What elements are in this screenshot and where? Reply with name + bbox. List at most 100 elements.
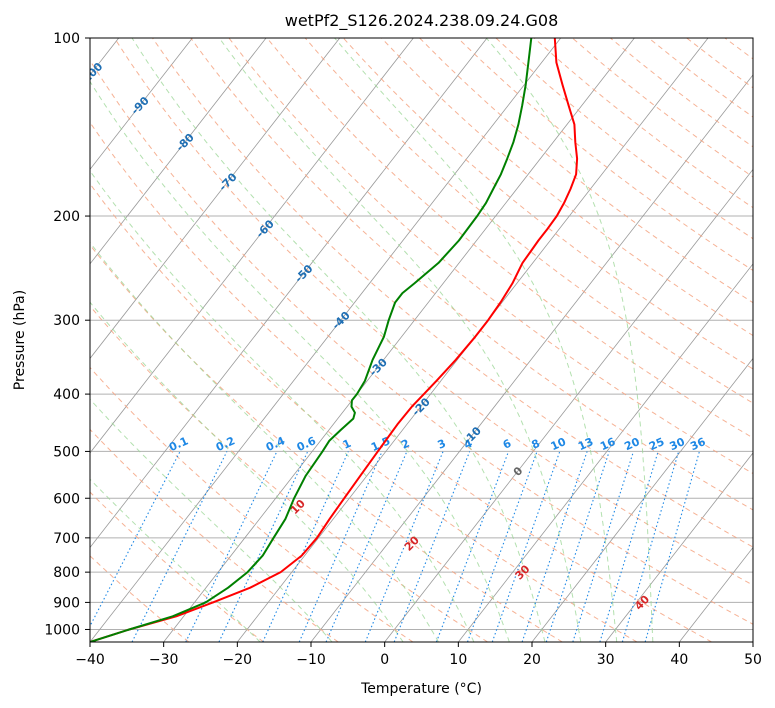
isotherm-line — [90, 38, 267, 265]
dry-adiabat-line — [113, 38, 753, 586]
dry-adiabat-line — [533, 38, 753, 209]
moist-adiabat-line — [218, 38, 582, 642]
isotherm-line — [90, 38, 193, 171]
x-tick-label: −40 — [75, 652, 105, 668]
dry-adiabat-line — [304, 38, 753, 404]
isotherm-label: -70 — [216, 170, 239, 193]
y-axis-label: Pressure (hPa) — [12, 290, 28, 390]
chart-title: wetPf2_S126.2024.238.09.24.G08 — [285, 11, 559, 31]
isotherm-line — [163, 38, 635, 642]
mixing-ratio-label: 36 — [688, 435, 708, 453]
isotherm-line — [605, 452, 753, 642]
mixing-ratio-label: 3 — [436, 437, 448, 452]
mixing-ratio-line — [491, 451, 561, 642]
dry-adiabat-line — [457, 38, 753, 272]
isotherm-label: -80 — [174, 131, 197, 154]
y-tick-label: 900 — [53, 595, 80, 611]
dry-adiabat-line — [495, 38, 753, 240]
isotherm-label: -40 — [330, 309, 353, 332]
dry-adiabat-line — [763, 38, 775, 642]
y-tick-label: 1000 — [44, 622, 80, 638]
x-tick-label: 40 — [670, 652, 688, 668]
dry-adiabat-line — [90, 244, 563, 642]
dry-adiabat-line — [90, 182, 638, 642]
y-tick-label: 600 — [53, 491, 80, 507]
mixing-ratio-line — [298, 451, 383, 642]
dry-adiabat-line — [152, 38, 753, 548]
mixing-ratio-line — [262, 451, 349, 642]
isotherm-line — [90, 38, 341, 360]
dry-adiabat-line — [90, 555, 190, 642]
mixing-ratio-line — [521, 451, 588, 642]
dry-adiabat-line — [228, 38, 753, 475]
dry-adiabat-line — [90, 428, 339, 642]
dry-adiabat-line — [90, 491, 264, 642]
isotherm-line — [90, 38, 488, 549]
dry-adiabat-label: 20 — [402, 533, 422, 553]
mixing-ratio-line — [218, 451, 309, 642]
mixing-ratio-label: 13 — [576, 435, 595, 453]
moist-adiabat-line — [334, 38, 618, 642]
mixing-ratio-label: 25 — [647, 435, 666, 453]
moist-adiabat-line — [485, 38, 654, 642]
mixing-ratio-label: 2 — [399, 437, 411, 452]
mixing-ratio-line — [185, 451, 278, 642]
x-tick-label: −10 — [296, 652, 326, 668]
y-tick-label: 800 — [53, 565, 80, 581]
dry-adiabat-line — [190, 38, 753, 511]
dry-adiabat-line — [686, 38, 753, 89]
axis-ticks: −40 −30 −20 −10 0 10 20 30 40 50 100 200 300 400 500 60… — [44, 31, 762, 668]
mixing-ratio-line — [644, 451, 700, 642]
plot-frame — [89, 37, 754, 643]
y-tick-label: 700 — [53, 531, 80, 547]
x-axis-label: Temperature (°C) — [360, 681, 482, 697]
profile-lines — [90, 38, 579, 642]
isotherm-label: -50 — [292, 262, 315, 285]
dry-adiabat-line — [90, 121, 712, 642]
mixing-ratio-label: 30 — [668, 435, 688, 453]
mixing-ratio-line — [599, 451, 659, 642]
moist-adiabat-line — [90, 170, 475, 642]
mixing-ratio-label: 16 — [598, 435, 618, 453]
isotherm-line — [458, 263, 753, 642]
moist-adiabat-line — [90, 241, 439, 642]
mixing-ratio-line — [545, 451, 610, 642]
dry-adiabat-line — [90, 366, 414, 642]
y-tick-label: 400 — [53, 387, 80, 403]
dry-adiabat-line — [90, 59, 753, 625]
x-tick-label: 20 — [523, 652, 541, 668]
line-labels: 0.1 0.2 0.4 0.6 1 1.5 2 3 4 6 8 10 13 16 20 25 30 36-100-… — [90, 60, 708, 613]
y-tick-label: 100 — [53, 31, 80, 47]
mixing-ratio-line — [435, 451, 510, 642]
moist-adiabat-line — [131, 38, 546, 642]
y-tick-label: 200 — [53, 209, 80, 225]
isotherm-label: -20 — [410, 395, 433, 418]
mixing-ratio-line — [90, 451, 181, 628]
x-tick-label: 50 — [744, 652, 762, 668]
isotherm-label: -60 — [254, 217, 277, 240]
mixing-ratio-line — [572, 451, 634, 642]
isotherm-line — [384, 168, 753, 642]
mixing-ratio-line — [131, 451, 228, 642]
mixing-ratio-label: 20 — [622, 435, 642, 453]
isotherm-line — [90, 38, 414, 454]
dewpoint-profile-line — [90, 38, 533, 642]
isotherm-line — [310, 74, 753, 642]
background-lines — [90, 38, 775, 642]
x-tick-label: −30 — [149, 652, 179, 668]
dry-adiabat-line — [381, 38, 753, 337]
moist-adiabat-line — [90, 80, 510, 642]
y-tick-label: 500 — [53, 444, 80, 460]
temperature-profile-line — [90, 38, 579, 642]
dry-adiabat-label: 40 — [632, 593, 652, 613]
dry-adiabat-label: 30 — [513, 562, 533, 582]
isotherm-line — [752, 641, 753, 642]
isotherm-line — [531, 357, 753, 642]
dry-adiabat-line — [90, 305, 488, 642]
mixing-ratio-label: 6 — [501, 437, 514, 452]
mixing-ratio-line — [325, 451, 408, 642]
dry-adiabat-line — [419, 38, 753, 304]
x-tick-label: −20 — [223, 652, 253, 668]
y-tick-label: 300 — [53, 313, 80, 329]
